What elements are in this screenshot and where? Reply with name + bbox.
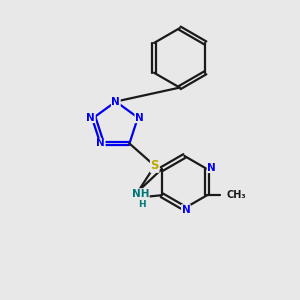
Text: N: N (111, 97, 120, 106)
Text: N: N (86, 112, 95, 123)
Text: S: S (151, 159, 159, 172)
Text: CH₃: CH₃ (226, 190, 246, 200)
Text: H: H (138, 200, 146, 209)
Text: N: N (135, 112, 144, 123)
Text: N: N (207, 163, 216, 172)
Text: N: N (96, 139, 105, 148)
Text: N: N (182, 205, 190, 215)
Text: NH: NH (132, 189, 149, 199)
